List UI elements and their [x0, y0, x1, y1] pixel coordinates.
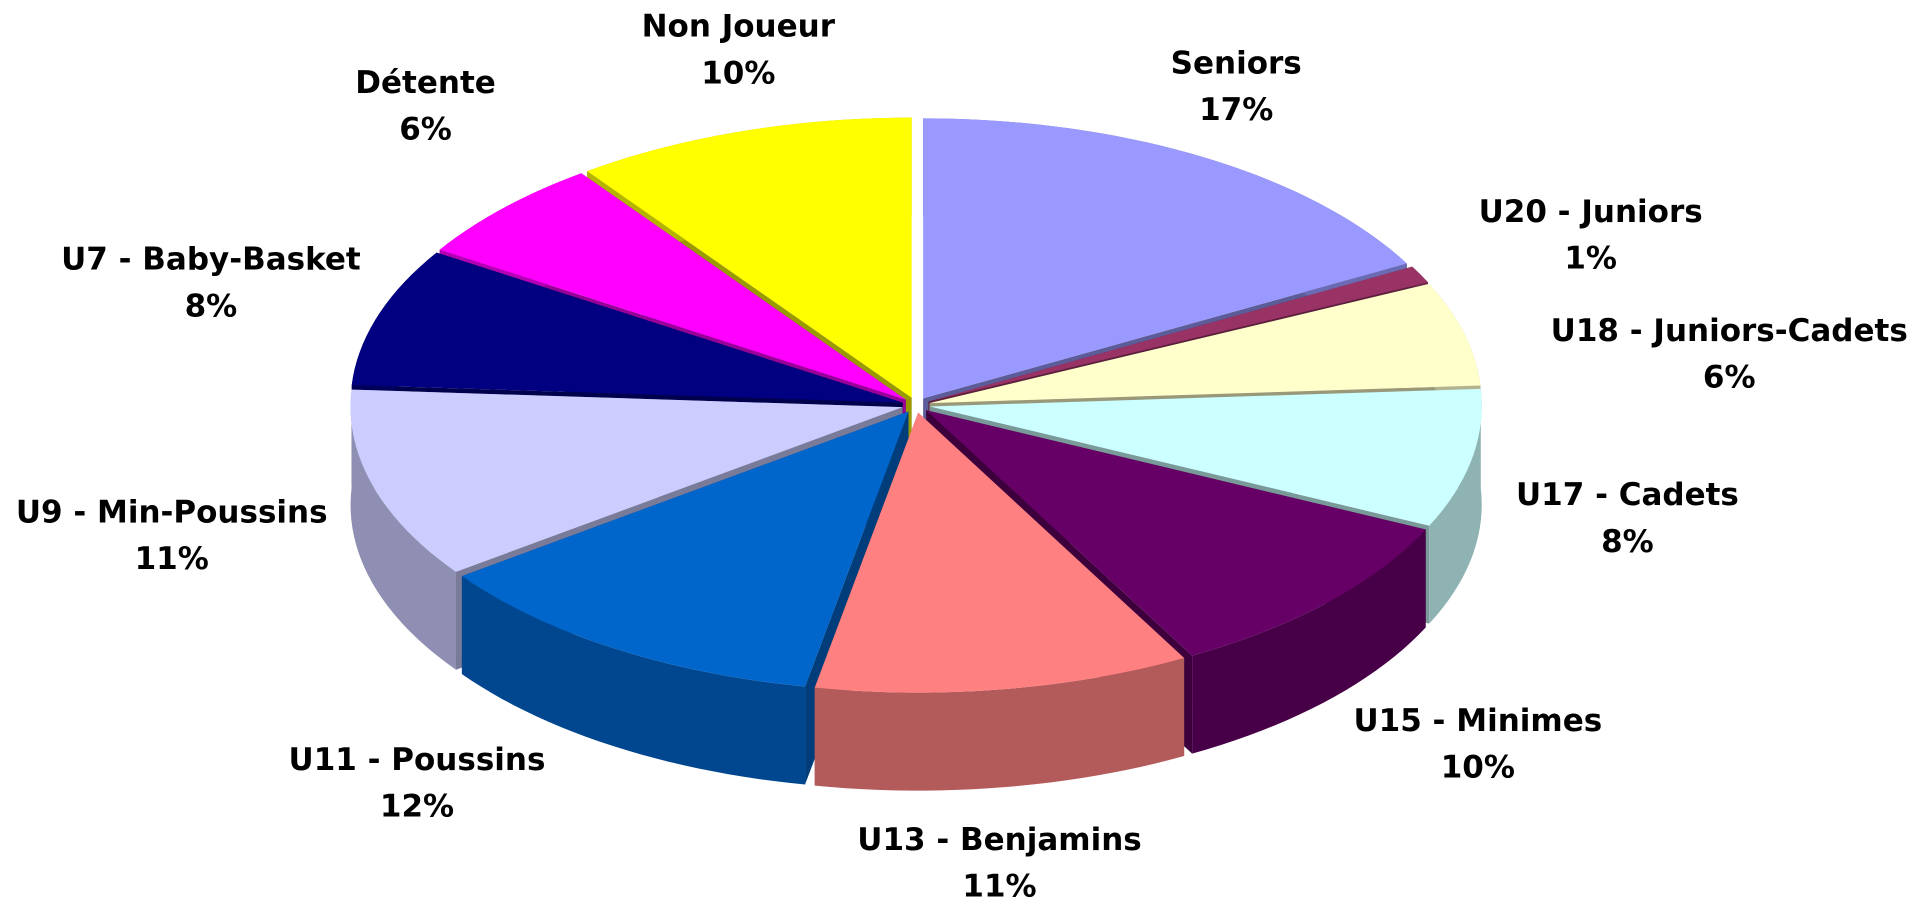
slice-side — [461, 576, 806, 785]
slice — [351, 252, 903, 403]
slice — [929, 283, 1481, 404]
slice-side — [350, 389, 456, 670]
value-label: 10% — [701, 55, 775, 91]
slice — [929, 388, 1482, 526]
slice-side — [1192, 529, 1426, 754]
value-label: 6% — [1703, 359, 1756, 395]
category-label: U7 - Baby-Basket — [61, 242, 361, 278]
value-label: 8% — [1601, 524, 1654, 560]
category-label: U15 - Minimes — [1353, 703, 1602, 739]
category-label: U20 - Juniors — [1479, 194, 1703, 230]
slice — [926, 410, 1426, 656]
value-label: 8% — [185, 288, 238, 324]
category-label: Non Joueur — [642, 9, 836, 45]
value-label: 1% — [1564, 240, 1617, 276]
value-label: 11% — [135, 541, 209, 577]
value-label: 17% — [1199, 92, 1273, 128]
slice — [587, 117, 912, 398]
category-label: U9 - Min-Poussins — [16, 494, 328, 530]
slice — [461, 411, 909, 687]
category-label: U17 - Cadets — [1516, 477, 1739, 513]
value-label: 12% — [380, 789, 454, 825]
slice-side — [1429, 388, 1482, 624]
category-label: U18 - Juniors-Cadets — [1551, 313, 1908, 349]
category-label: Seniors — [1171, 45, 1302, 81]
category-label: Détente — [355, 65, 496, 101]
category-label: U13 - Benjamins — [857, 822, 1141, 858]
slice — [350, 389, 903, 572]
category-label: U11 - Poussins — [289, 742, 546, 778]
slice — [928, 266, 1428, 402]
value-label: 6% — [399, 112, 452, 148]
slice — [439, 173, 906, 400]
value-label: 10% — [1441, 749, 1515, 785]
slice — [923, 118, 1407, 399]
slice-side — [814, 657, 1185, 791]
value-label: 11% — [962, 868, 1036, 904]
slice-group — [814, 412, 1185, 791]
slice — [814, 412, 1185, 693]
